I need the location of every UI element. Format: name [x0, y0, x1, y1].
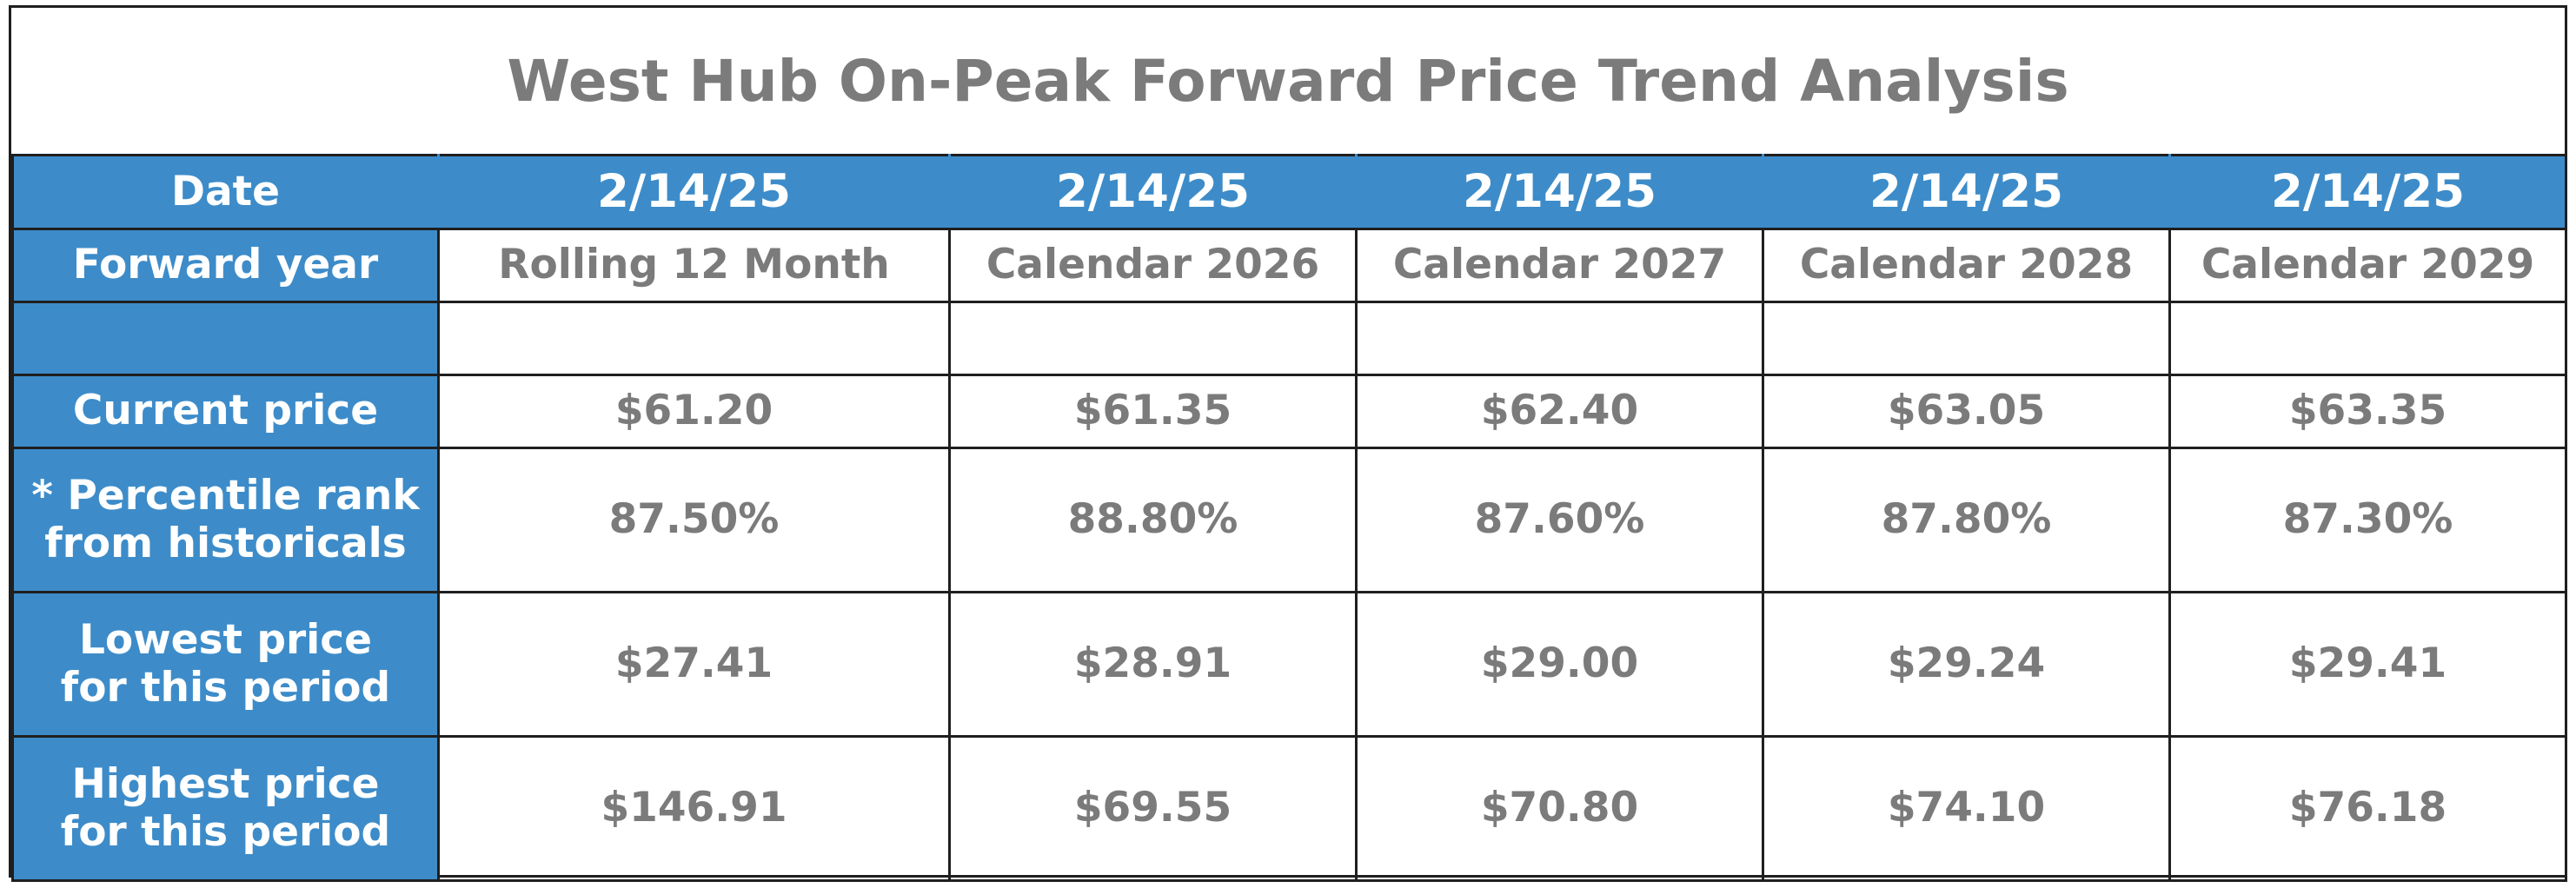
current-price-cell: $63.35 — [2168, 374, 2567, 449]
row-label-line: Highest price — [71, 760, 380, 809]
row-label-date: Date — [11, 154, 440, 230]
current-price-row: Current price $61.20 $61.35 $62.40 $63.0… — [11, 374, 2567, 449]
lowest-price-cell: $29.41 — [2168, 591, 2567, 738]
percentile-cell: 87.80% — [1762, 447, 2171, 593]
lowest-price-cell: $28.91 — [948, 591, 1358, 738]
row-label-line: for this period — [60, 807, 391, 856]
percentile-cell: 87.60% — [1355, 447, 1764, 593]
percentile-cell: 87.30% — [2168, 447, 2567, 593]
forward-year-cell: Calendar 2028 — [1762, 228, 2171, 303]
forward-year-row: Forward year Rolling 12 Month Calendar 2… — [11, 228, 2567, 303]
blank-cell — [437, 301, 951, 376]
forward-price-table: Date 2/14/25 2/14/25 2/14/25 2/14/25 2/1… — [11, 154, 2567, 882]
row-label-highest-price: Highest price for this period — [11, 735, 440, 882]
lowest-price-row: Lowest price for this period $27.41 $28.… — [11, 591, 2567, 738]
row-label-lowest-price: Lowest price for this period — [11, 591, 440, 738]
percentile-cell: 88.80% — [948, 447, 1358, 593]
highest-price-cell: $146.91 — [437, 735, 951, 882]
forward-year-cell: Calendar 2026 — [948, 228, 1358, 303]
row-label-forward-year: Forward year — [11, 228, 440, 303]
row-label-blank — [11, 301, 440, 376]
highest-price-row: Highest price for this period $146.91 $6… — [11, 735, 2567, 882]
date-row: Date 2/14/25 2/14/25 2/14/25 2/14/25 2/1… — [11, 154, 2567, 230]
row-label-line: Lowest price — [78, 616, 372, 665]
highest-price-cell: $76.18 — [2168, 735, 2567, 882]
row-label-current-price: Current price — [11, 374, 440, 449]
blank-cell — [1355, 301, 1764, 376]
lowest-price-cell: $29.00 — [1355, 591, 1764, 738]
date-cell: 2/14/25 — [1762, 154, 2171, 230]
row-label-percentile: * Percentile rank from historicals — [11, 447, 440, 593]
forward-year-cell: Rolling 12 Month — [437, 228, 951, 303]
forward-year-cell: Calendar 2029 — [2168, 228, 2567, 303]
current-price-cell: $63.05 — [1762, 374, 2171, 449]
date-cell: 2/14/25 — [1355, 154, 1764, 230]
row-label-line: from historicals — [44, 519, 407, 567]
lowest-price-cell: $29.24 — [1762, 591, 2171, 738]
forward-year-cell: Calendar 2027 — [1355, 228, 1764, 303]
row-label-line: * Percentile rank — [31, 472, 420, 520]
current-price-cell: $62.40 — [1355, 374, 1764, 449]
blank-cell — [948, 301, 1358, 376]
highest-price-cell: $70.80 — [1355, 735, 1764, 882]
highest-price-cell: $74.10 — [1762, 735, 2171, 882]
highest-price-cell: $69.55 — [948, 735, 1358, 882]
blank-row — [11, 301, 2567, 376]
date-cell: 2/14/25 — [948, 154, 1358, 230]
table-frame: West Hub On-Peak Forward Price Trend Ana… — [9, 5, 2567, 882]
percentile-cell: 87.50% — [437, 447, 951, 593]
current-price-cell: $61.20 — [437, 374, 951, 449]
row-label-line: for this period — [60, 663, 391, 712]
table-title: West Hub On-Peak Forward Price Trend Ana… — [507, 47, 2069, 115]
percentile-row: * Percentile rank from historicals 87.50… — [11, 447, 2567, 593]
blank-cell — [2168, 301, 2567, 376]
lowest-price-cell: $27.41 — [437, 591, 951, 738]
current-price-cell: $61.35 — [948, 374, 1358, 449]
date-cell: 2/14/25 — [2168, 154, 2567, 230]
blank-cell — [1762, 301, 2171, 376]
date-cell: 2/14/25 — [437, 154, 951, 230]
